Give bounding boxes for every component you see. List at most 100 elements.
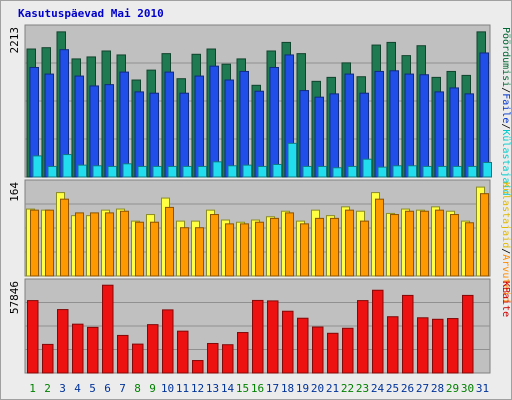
bar-bottom-kbaite <box>267 300 279 374</box>
y-tick-label: 57846 <box>8 281 21 314</box>
bar-bottom-kbaite <box>387 316 399 374</box>
bar-top-külastajaid <box>452 165 462 178</box>
x-tick-label: 26 <box>401 382 414 395</box>
bar-middle-arvuteid <box>75 212 84 277</box>
bar-top-faile <box>299 90 309 178</box>
bar-top-faile <box>164 71 174 178</box>
bar-bottom-kbaite <box>87 326 99 374</box>
legend-entry: / <box>500 123 511 129</box>
bar-top-faile <box>239 70 249 178</box>
bar-top-külastajaid <box>182 165 192 178</box>
bar-bottom-kbaite <box>237 332 249 374</box>
bar-middle-arvuteid <box>300 223 309 277</box>
bar-bottom-kbaite <box>432 318 444 374</box>
bar-top-faile <box>179 92 189 178</box>
x-tick-label: 11 <box>176 382 189 395</box>
x-tick-label: 15 <box>236 382 249 395</box>
bar-bottom-kbaite <box>27 300 39 374</box>
x-tick-label: 2 <box>44 382 51 395</box>
x-tick-label: 19 <box>296 382 309 395</box>
bar-bottom-kbaite <box>417 317 429 374</box>
x-tick-label: 20 <box>311 382 324 395</box>
bar-bottom-kbaite <box>162 309 174 374</box>
bar-middle-arvuteid <box>225 223 234 277</box>
x-tick-label: 3 <box>59 382 66 395</box>
bar-top-külastajaid <box>362 158 372 178</box>
bar-bottom-kbaite <box>102 284 114 374</box>
bar-middle-arvuteid <box>450 214 459 277</box>
bar-top-külastajaid <box>392 165 402 178</box>
bar-bottom-kbaite <box>462 294 474 374</box>
bar-middle-arvuteid <box>165 206 174 277</box>
bar-top-külastajaid <box>317 165 327 178</box>
bar-middle-arvuteid <box>315 217 324 277</box>
bar-top-külastajaid <box>62 154 72 178</box>
bar-bottom-kbaite <box>42 343 54 374</box>
bar-bottom-kbaite <box>72 323 84 374</box>
bar-middle-arvuteid <box>210 214 219 277</box>
bar-top-faile <box>419 74 429 178</box>
bar-middle-arvuteid <box>345 209 354 277</box>
bar-bottom-kbaite <box>282 310 294 374</box>
bar-top-külastajaid <box>32 155 42 178</box>
bar-top-faile <box>134 91 144 178</box>
x-tick-label: 17 <box>266 382 279 395</box>
bar-middle-arvuteid <box>420 210 429 277</box>
bar-bottom-kbaite <box>372 289 384 374</box>
bar-top-külastajaid <box>302 165 312 178</box>
bar-bottom-kbaite <box>357 300 369 374</box>
bar-bottom-kbaite <box>297 317 309 374</box>
bar-bottom-kbaite <box>177 330 189 374</box>
bar-top-faile <box>44 73 54 178</box>
y-tick-label: 164 <box>8 182 21 202</box>
bar-middle-arvuteid <box>270 217 279 277</box>
bar-bottom-kbaite <box>327 332 339 374</box>
bar-bottom-kbaite <box>222 344 234 374</box>
legend-entry: Arvuteid <box>500 254 511 302</box>
bar-top-faile <box>404 73 414 178</box>
bar-top-faile <box>464 93 474 178</box>
x-tick-label: 31 <box>476 382 489 395</box>
bar-top-külastajaid <box>137 165 147 178</box>
x-tick-label: 14 <box>221 382 235 395</box>
bar-middle-arvuteid <box>30 209 39 277</box>
bar-top-külastajaid <box>107 165 117 178</box>
bar-top-külastajaid <box>272 163 282 178</box>
bar-middle-arvuteid <box>330 217 339 277</box>
bar-bottom-kbaite <box>312 326 324 374</box>
bar-middle-arvuteid <box>435 209 444 277</box>
x-tick-label: 8 <box>134 382 141 395</box>
bar-top-faile <box>104 84 114 178</box>
bar-bottom-kbaite <box>342 327 354 374</box>
bar-bottom-kbaite <box>147 324 159 374</box>
x-tick-label: 5 <box>89 382 96 395</box>
bar-bottom-kbaite <box>132 343 144 374</box>
bar-top-faile <box>74 75 84 178</box>
bar-top-faile <box>149 92 159 178</box>
bar-top-külastajaid <box>482 161 492 178</box>
chart-title: Kasutuspäevad Mai 2010 <box>18 7 164 20</box>
bar-top-külastajaid <box>422 165 432 178</box>
bar-top-külastajaid <box>437 165 447 178</box>
bar-bottom-kbaite <box>447 318 459 374</box>
x-tick-label: 21 <box>326 382 339 395</box>
bar-top-faile <box>314 96 324 178</box>
x-tick-label: 18 <box>281 382 294 395</box>
bar-top-külastajaid <box>407 165 417 178</box>
bar-top-külastajaid <box>92 165 102 178</box>
x-tick-label: 4 <box>74 382 81 395</box>
bar-bottom-kbaite <box>402 294 414 374</box>
bar-middle-arvuteid <box>135 221 144 277</box>
legend-entry: KBaite <box>500 281 511 317</box>
bar-middle-arvuteid <box>405 210 414 277</box>
legend-entry: Külastajaid <box>500 129 511 195</box>
x-tick-label: 10 <box>161 382 174 395</box>
bar-middle-arvuteid <box>480 193 489 277</box>
bar-top-külastajaid <box>197 165 207 178</box>
bar-middle-arvuteid <box>105 212 114 277</box>
x-tick-label: 25 <box>386 382 399 395</box>
x-tick-label: 7 <box>119 382 126 395</box>
bar-top-külastajaid <box>152 165 162 178</box>
legend-middle: Külastajaid/Arvuteid <box>500 182 511 302</box>
